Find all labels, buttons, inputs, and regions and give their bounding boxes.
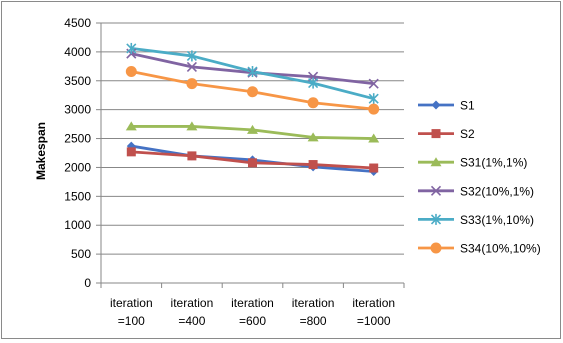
legend-marker (430, 157, 442, 167)
x-tick-label: iteration =600 (231, 296, 274, 328)
legend-label: S34(10%,10%) (460, 242, 541, 256)
x-tick-label: iteration =800 (292, 296, 335, 328)
legend-label: S2 (460, 127, 475, 141)
y-tick-label: 500 (71, 247, 91, 261)
data-point-s31-1-1 (186, 121, 198, 131)
y-axis-label: Makespan (34, 122, 48, 180)
legend-marker (431, 129, 441, 139)
data-point-s34-10-10 (247, 86, 258, 98)
x-tick-label: iteration =400 (171, 296, 214, 328)
gridlines (101, 22, 404, 255)
data-point-s2 (369, 163, 379, 173)
legend-label: S33(1%,10%) (460, 213, 534, 227)
y-tick-label: 2500 (64, 132, 91, 146)
data-point-s34-10-10 (125, 66, 137, 78)
legend-marker (430, 185, 442, 196)
x-tick-label: iteration =1000 (352, 296, 395, 328)
data-point-s33-1-10 (126, 42, 137, 54)
data-point-s33-1-10 (247, 66, 258, 78)
data-point-s33-1-10 (186, 50, 197, 62)
data-point-s32-10-1 (186, 61, 197, 72)
y-tick-label: 1000 (64, 218, 91, 232)
legend: S1 S2 S31(1%,1%) S32(10%,1%) S33(1%,10%) S34(… (418, 99, 541, 256)
y-axis: 0 500 1000 1500 2000 2500 3000 3500 4000 4500 (64, 16, 102, 290)
legend-marker (430, 242, 442, 254)
legend-item-s32-10-1: S32(10%,1%) (418, 184, 534, 198)
data-point-s33-1-10 (308, 77, 319, 89)
data-point-s31-1-1 (307, 132, 319, 142)
y-tick-label: 4500 (64, 16, 91, 30)
data-point-s34-10-10 (307, 97, 319, 109)
data-point-s34-10-10 (186, 78, 198, 90)
legend-marker (430, 213, 442, 225)
y-tick-label: 3500 (64, 74, 91, 88)
y-tick-label: 4000 (64, 45, 91, 59)
y-tick-label: 3000 (64, 103, 91, 117)
data-point-s32-10-1 (368, 78, 379, 89)
data-point-s2 (126, 147, 136, 157)
legend-item-s1: S1 (418, 99, 475, 113)
data-point-s34-10-10 (368, 103, 380, 115)
series-markers (125, 42, 380, 176)
y-tick-label: 2000 (64, 160, 91, 174)
data-point-s31-1-1 (125, 121, 137, 131)
legend-label: S1 (460, 99, 475, 113)
line-chart: 0 500 1000 1500 2000 2500 3000 3500 4000 4500 ite… (34, 16, 541, 328)
y-tick-label: 0 (84, 276, 91, 290)
legend-item-s2: S2 (418, 127, 475, 141)
legend-label: S32(10%,1%) (460, 184, 534, 198)
legend-label: S31(1%,1%) (460, 156, 527, 170)
data-point-s2 (308, 160, 318, 170)
legend-item-s31-1-1: S31(1%,1%) (418, 156, 527, 170)
y-tick-label: 1500 (64, 189, 91, 203)
legend-item-s34-10-10: S34(10%,10%) (418, 242, 541, 256)
data-point-s33-1-10 (368, 93, 379, 105)
legend-item-s33-1-10: S33(1%,10%) (418, 213, 534, 227)
data-point-s31-1-1 (247, 124, 258, 134)
x-tick-label: iteration =100 (110, 296, 153, 328)
data-point-s31-1-1 (368, 133, 380, 143)
legend-marker (431, 100, 441, 110)
data-point-s2 (187, 151, 197, 161)
x-axis: iteration =100 iteration =400 iteration =600 i… (100, 282, 405, 328)
data-point-s2 (248, 158, 257, 168)
